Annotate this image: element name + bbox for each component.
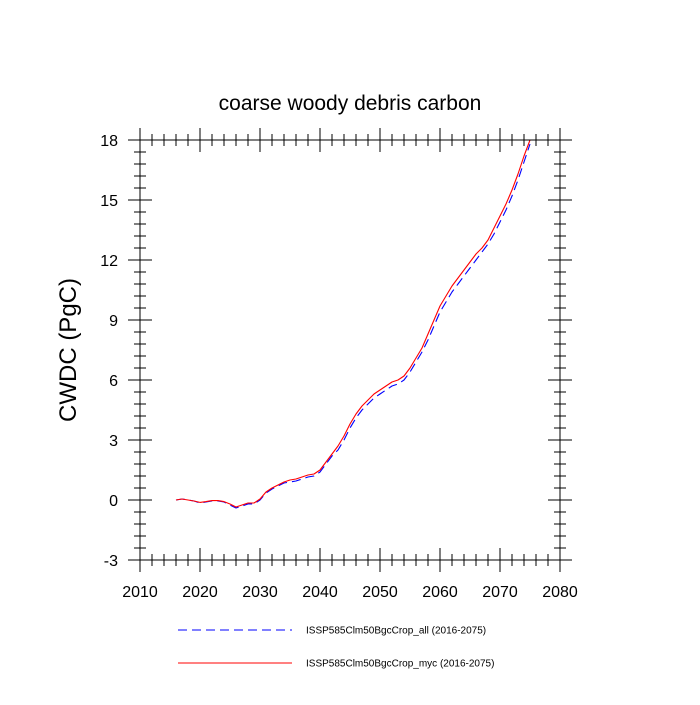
legend-label: ISSP585Clm50BgcCrop_myc (2016-2075): [306, 659, 494, 670]
x-tick-label: 2020: [182, 584, 218, 601]
y-tick-label: 3: [109, 433, 118, 450]
chart-title: coarse woody debris carbon: [219, 92, 482, 115]
y-tick-label: 0: [109, 493, 118, 510]
y-tick-label: -3: [104, 553, 118, 570]
tick-labels: 2010 2020 2030 2040 2050 2060 2070 2080 -3 0 3 6 9 12…: [100, 133, 578, 601]
x-tick-label: 2030: [242, 584, 278, 601]
y-axis-title: CWDC (PgC): [55, 278, 82, 422]
y-tick-label: 12: [100, 253, 118, 270]
legend-label: ISSP585Clm50BgcCrop_all (2016-2075): [306, 626, 486, 637]
x-tick-label: 2050: [362, 584, 398, 601]
x-tick-label: 2070: [482, 584, 518, 601]
series-line-all: [175, 143, 531, 509]
x-tick-label: 2040: [302, 584, 338, 601]
legend: ISSP585Clm50BgcCrop_all (2016-2075) ISSP5…: [178, 626, 494, 670]
x-tick-label: 2010: [122, 584, 158, 601]
series-line-myc: [175, 140, 531, 508]
x-tick-label: 2080: [542, 584, 578, 601]
x-tick-label: 2060: [422, 584, 458, 601]
y-tick-label: 18: [100, 133, 118, 150]
y-tick-label: 15: [100, 193, 118, 210]
y-tick-label: 6: [109, 373, 118, 390]
y-tick-label: 9: [109, 313, 118, 330]
plot-frame: [139, 139, 561, 561]
series-layer: [175, 140, 531, 509]
